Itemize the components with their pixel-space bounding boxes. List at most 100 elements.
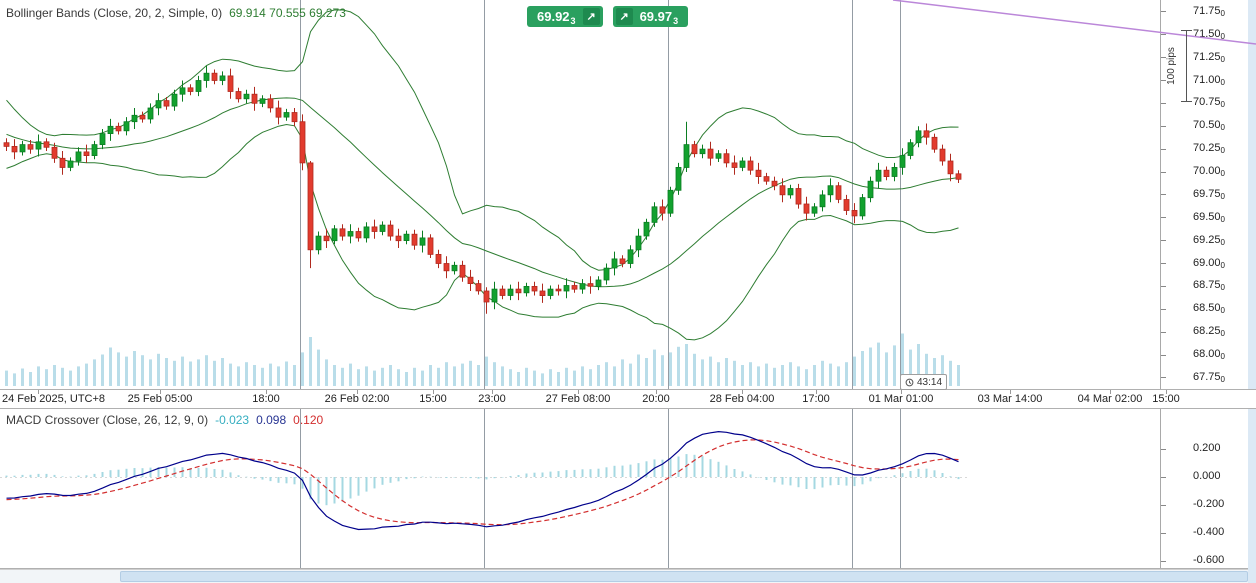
price-axis-label: 71.000 (1193, 73, 1225, 87)
candle-body (603, 267, 610, 281)
time-tick (816, 390, 817, 394)
time-tick (1166, 390, 1167, 394)
candle-body (507, 288, 514, 296)
price-axis-label: 67.750 (1193, 370, 1225, 384)
candle-body (931, 136, 938, 150)
candle-body (283, 112, 290, 118)
candle-body (571, 285, 578, 290)
price-axis-label: 68.750 (1193, 279, 1225, 293)
candle-body (171, 93, 178, 107)
candle-body (731, 162, 738, 168)
candle-body (331, 228, 338, 242)
price-axis[interactable]: 71.750 71.500 71.250 71.000 70.750 70.500 70.2… (1160, 0, 1256, 389)
candle-body (395, 235, 402, 242)
time-tick (492, 390, 493, 394)
time-axis[interactable]: 24 Feb 2025, UTC+8 25 Feb 05:00 18:00 26 Fe… (0, 389, 1256, 409)
candle-body (163, 100, 170, 107)
price-axis-label: 69.250 (1193, 233, 1225, 247)
price-tick (1161, 308, 1166, 310)
candle-body (115, 125, 122, 132)
macd-tick (1161, 476, 1166, 478)
candle-body (275, 107, 282, 118)
macd-axis-label: 0.000 (1193, 470, 1221, 482)
price-axis-label: 70.250 (1193, 142, 1225, 156)
candle-body (715, 153, 722, 159)
macd-signal-value: 0.120 (293, 413, 324, 427)
macd-histogram-value: -0.023 (215, 413, 250, 427)
candle-body (267, 98, 274, 109)
bollinger-title: Bollinger Bands (Close, 20, 2, Simple, 0… (6, 6, 223, 20)
time-axis-label: 27 Feb 08:00 (545, 393, 611, 405)
candle-body (547, 288, 554, 296)
volume-bars (5, 333, 960, 386)
time-axis-label: 15:00 (419, 393, 447, 405)
candle-body (867, 180, 874, 199)
ask-price-badge[interactable]: ↗ 69.973 (612, 6, 689, 27)
candle-body (259, 98, 266, 104)
candle-body (59, 157, 66, 168)
candle-body (763, 176, 770, 182)
candle-body (411, 233, 418, 246)
candle-body (27, 144, 34, 150)
candle-body (347, 231, 354, 237)
candle-body (11, 145, 18, 153)
time-axis-label: 17:00 (802, 393, 830, 405)
macd-axis[interactable]: 0.200 0.000 -0.200 -0.400 -0.600 (1160, 409, 1256, 568)
ask-trend-arrow-icon: ↗ (615, 8, 633, 25)
price-axis-label: 71.750 (1193, 4, 1225, 18)
time-tick (742, 390, 743, 394)
price-tick (1161, 171, 1166, 173)
candle-body (299, 121, 306, 164)
candle-body (699, 148, 706, 155)
time-tick (160, 390, 161, 394)
price-tick (1161, 285, 1166, 287)
price-tick (1161, 354, 1166, 356)
time-tick (578, 390, 579, 394)
macd-tick (1161, 448, 1166, 450)
candle-body (83, 151, 90, 156)
price-axis-label: 71.250 (1193, 50, 1225, 64)
macd-tick (1161, 532, 1166, 534)
candle-body (915, 130, 922, 144)
candle-body (251, 93, 258, 104)
scrollbar-thumb[interactable] (120, 571, 1248, 582)
horizontal-scrollbar[interactable] (0, 569, 1256, 583)
macd-chart-canvas[interactable] (0, 409, 1160, 568)
candle-body (107, 125, 114, 135)
candle-body (499, 288, 506, 296)
candle-body (667, 189, 674, 214)
candle-body (563, 285, 570, 292)
candle-body (595, 279, 602, 287)
candle-body (907, 142, 914, 156)
candle-body (291, 112, 298, 123)
candle-body (827, 185, 834, 196)
price-tick (1161, 240, 1166, 242)
candle-body (99, 133, 106, 146)
candle-body (187, 87, 194, 92)
candle-body (579, 283, 586, 290)
candle-body (443, 263, 450, 272)
candle-body (195, 80, 202, 92)
price-tick (1161, 102, 1166, 104)
bid-price-badge[interactable]: 69.923 ↗ (527, 6, 603, 27)
candle-body (539, 290, 546, 296)
candle-body (339, 228, 346, 237)
candle-body (755, 169, 762, 177)
candle-body (51, 146, 58, 159)
candle-body (139, 114, 146, 120)
candle-body (315, 235, 322, 251)
time-axis-label: 15:00 (1152, 393, 1180, 405)
candle-body (747, 160, 754, 171)
candle-body (843, 199, 850, 211)
macd-axis-label: -0.200 (1193, 498, 1225, 510)
candle-countdown-timer: 43:14 (900, 374, 948, 390)
candle-body (819, 194, 826, 208)
candle-body (859, 197, 866, 217)
price-axis-label: 70.750 (1193, 96, 1225, 110)
time-tick (656, 390, 657, 394)
time-tick (38, 390, 39, 394)
candle-body (771, 180, 778, 187)
candlestick-chart-canvas[interactable] (0, 0, 1160, 389)
candle-body (355, 231, 362, 239)
